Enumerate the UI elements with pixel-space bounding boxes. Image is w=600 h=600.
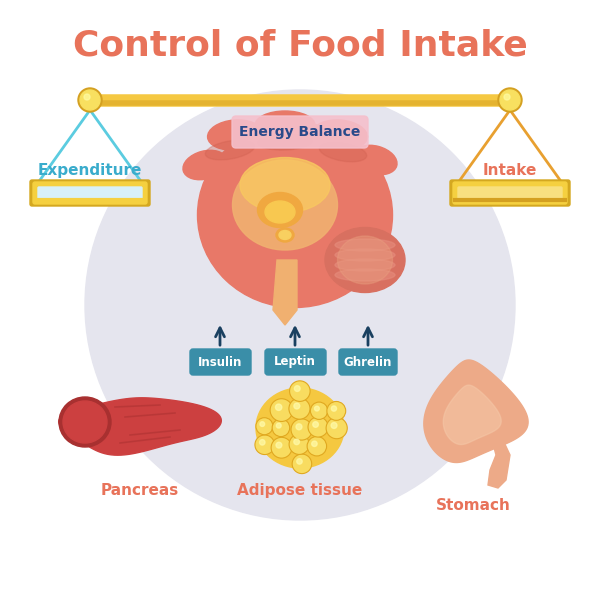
Circle shape [331, 406, 337, 411]
Ellipse shape [325, 227, 405, 292]
FancyBboxPatch shape [450, 180, 570, 206]
Ellipse shape [335, 269, 395, 281]
Circle shape [85, 90, 515, 520]
FancyBboxPatch shape [232, 116, 368, 148]
Circle shape [331, 422, 337, 428]
Circle shape [272, 419, 290, 437]
Ellipse shape [183, 150, 227, 180]
Circle shape [255, 435, 274, 455]
Ellipse shape [63, 401, 107, 443]
Circle shape [84, 94, 90, 100]
Circle shape [292, 454, 311, 473]
Circle shape [80, 90, 100, 110]
Ellipse shape [205, 140, 254, 160]
FancyBboxPatch shape [30, 180, 150, 206]
Circle shape [310, 402, 328, 419]
Ellipse shape [276, 228, 294, 242]
Ellipse shape [256, 388, 344, 468]
Circle shape [498, 88, 522, 112]
Ellipse shape [208, 120, 262, 150]
FancyBboxPatch shape [33, 182, 147, 204]
Circle shape [500, 90, 520, 110]
Ellipse shape [257, 193, 302, 227]
Text: Leptin: Leptin [274, 355, 316, 368]
Ellipse shape [59, 397, 111, 447]
FancyBboxPatch shape [339, 349, 397, 375]
Polygon shape [273, 260, 297, 325]
Ellipse shape [353, 145, 397, 175]
Circle shape [311, 441, 317, 446]
Ellipse shape [319, 142, 367, 162]
Ellipse shape [337, 236, 392, 284]
Polygon shape [488, 440, 510, 488]
Circle shape [308, 417, 328, 437]
Text: Adipose tissue: Adipose tissue [238, 483, 362, 498]
Ellipse shape [335, 249, 395, 261]
Ellipse shape [265, 201, 295, 223]
Ellipse shape [279, 230, 291, 239]
Text: Expenditure: Expenditure [38, 163, 142, 178]
Ellipse shape [197, 122, 392, 307]
Text: Control of Food Intake: Control of Food Intake [73, 28, 527, 62]
Circle shape [290, 381, 310, 401]
FancyBboxPatch shape [265, 349, 326, 375]
Ellipse shape [257, 134, 313, 150]
Ellipse shape [233, 160, 337, 250]
Polygon shape [59, 398, 221, 455]
Text: Stomach: Stomach [436, 498, 511, 513]
Circle shape [271, 437, 292, 458]
Circle shape [327, 401, 346, 421]
Circle shape [314, 406, 319, 411]
Circle shape [276, 442, 282, 448]
Ellipse shape [255, 111, 315, 139]
Circle shape [289, 434, 309, 454]
Circle shape [294, 403, 300, 409]
Circle shape [260, 422, 265, 427]
Text: Intake: Intake [483, 163, 537, 178]
Circle shape [275, 404, 282, 410]
Ellipse shape [335, 259, 395, 271]
Circle shape [294, 439, 299, 445]
FancyBboxPatch shape [38, 187, 142, 199]
Circle shape [276, 423, 281, 428]
Circle shape [296, 424, 302, 430]
Text: Ghrelin: Ghrelin [344, 355, 392, 368]
Circle shape [256, 418, 273, 435]
Circle shape [326, 418, 347, 439]
Ellipse shape [313, 120, 367, 150]
Circle shape [270, 399, 293, 421]
Circle shape [295, 386, 300, 391]
Circle shape [78, 88, 102, 112]
Circle shape [313, 422, 319, 427]
Circle shape [289, 398, 310, 419]
FancyBboxPatch shape [453, 182, 567, 204]
Text: Pancreas: Pancreas [101, 483, 179, 498]
FancyBboxPatch shape [190, 349, 251, 375]
Text: Insulin: Insulin [198, 355, 242, 368]
Polygon shape [443, 385, 501, 445]
Circle shape [297, 458, 302, 464]
FancyBboxPatch shape [458, 187, 562, 199]
Ellipse shape [335, 239, 395, 251]
Circle shape [504, 94, 510, 100]
Text: Energy Balance: Energy Balance [239, 125, 361, 139]
Circle shape [291, 419, 312, 440]
Circle shape [260, 440, 265, 445]
Polygon shape [424, 360, 528, 463]
Ellipse shape [240, 157, 330, 212]
Circle shape [307, 436, 326, 456]
